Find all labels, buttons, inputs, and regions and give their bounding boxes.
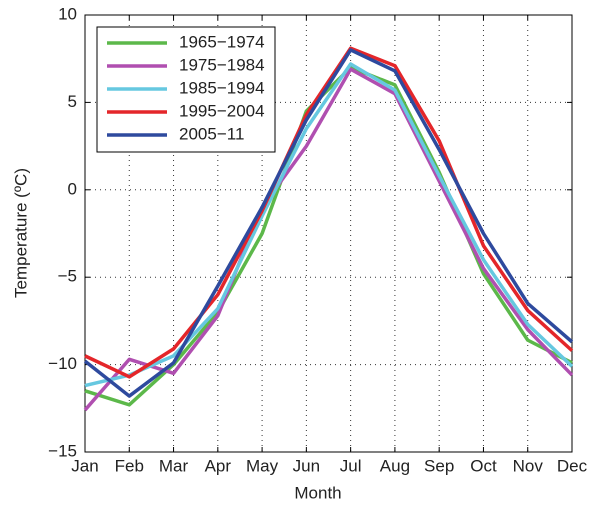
y-axis-label: Temperature (ºC) xyxy=(11,168,30,298)
x-tick-label: Jul xyxy=(340,456,362,475)
x-tick-label: Jan xyxy=(71,456,98,475)
legend-label: 1995−2004 xyxy=(179,101,265,120)
series-line xyxy=(83,67,574,412)
y-tick-label: −5 xyxy=(58,267,77,286)
legend-label: 1985−1994 xyxy=(179,78,265,97)
x-tick-label: Jun xyxy=(293,456,320,475)
y-tick-label: 10 xyxy=(58,4,77,23)
x-tick-label: Mar xyxy=(159,456,189,475)
y-tick-label: −10 xyxy=(48,354,77,373)
x-tick-label: Apr xyxy=(205,456,232,475)
y-tick-label: −15 xyxy=(48,441,77,460)
series-line xyxy=(84,62,574,388)
legend-label: 1975−1984 xyxy=(179,55,265,74)
legend-label: 2005−11 xyxy=(179,124,244,143)
x-tick-label: Feb xyxy=(115,456,144,475)
x-tick-label: May xyxy=(246,456,279,475)
x-tick-label: Dec xyxy=(557,456,588,475)
y-tick-label: 5 xyxy=(68,92,77,111)
plot-frame xyxy=(84,14,573,453)
legend-label: 1965−1974 xyxy=(179,32,265,51)
x-tick-label: Nov xyxy=(513,456,544,475)
y-tick-label: 0 xyxy=(68,179,77,198)
x-axis-label: Month xyxy=(294,483,341,502)
x-tick-label: Aug xyxy=(380,456,410,475)
x-tick-label: Sep xyxy=(424,456,454,475)
x-tick-label: Oct xyxy=(470,456,497,475)
series-line xyxy=(83,48,574,398)
series-line xyxy=(84,46,574,379)
